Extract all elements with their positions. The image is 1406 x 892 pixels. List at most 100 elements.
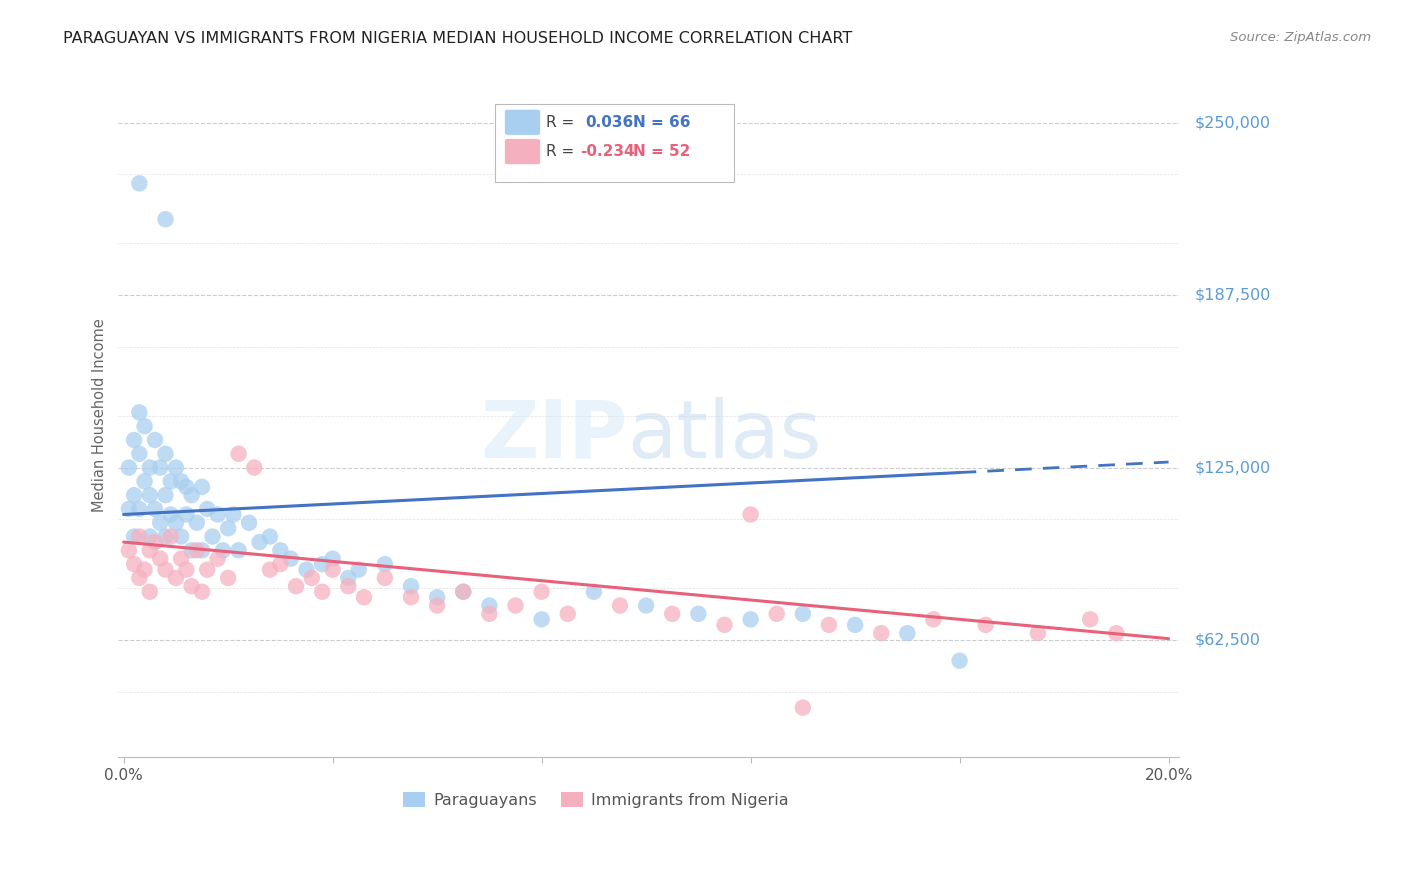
- Point: [238, 516, 260, 530]
- Point: [426, 599, 449, 613]
- Point: [249, 535, 271, 549]
- Point: [186, 516, 208, 530]
- Point: [530, 584, 553, 599]
- Point: [311, 584, 333, 599]
- Point: [322, 563, 344, 577]
- Point: [285, 579, 308, 593]
- Text: $187,500: $187,500: [1195, 287, 1271, 302]
- Point: [505, 599, 527, 613]
- Text: R =: R =: [546, 115, 579, 129]
- Point: [636, 599, 658, 613]
- Point: [139, 530, 162, 544]
- Point: [399, 579, 422, 593]
- Point: [713, 618, 735, 632]
- Point: [243, 460, 266, 475]
- Point: [128, 447, 150, 461]
- Point: [201, 530, 224, 544]
- Point: [122, 488, 145, 502]
- Point: [922, 612, 945, 626]
- Point: [207, 508, 229, 522]
- Point: [118, 543, 141, 558]
- Point: [143, 502, 166, 516]
- Point: [974, 618, 997, 632]
- Point: [134, 563, 156, 577]
- Text: 0.036: 0.036: [585, 115, 633, 129]
- Point: [149, 460, 172, 475]
- FancyBboxPatch shape: [505, 109, 540, 136]
- Point: [191, 480, 214, 494]
- Point: [170, 530, 193, 544]
- Text: atlas: atlas: [627, 397, 823, 475]
- Point: [149, 516, 172, 530]
- Text: $250,000: $250,000: [1195, 115, 1271, 130]
- Point: [191, 543, 214, 558]
- Point: [165, 460, 187, 475]
- FancyBboxPatch shape: [495, 103, 734, 183]
- FancyBboxPatch shape: [505, 138, 540, 165]
- Text: PARAGUAYAN VS IMMIGRANTS FROM NIGERIA MEDIAN HOUSEHOLD INCOME CORRELATION CHART: PARAGUAYAN VS IMMIGRANTS FROM NIGERIA ME…: [63, 31, 852, 46]
- Point: [688, 607, 710, 621]
- Point: [170, 475, 193, 489]
- Point: [896, 626, 918, 640]
- Point: [217, 521, 239, 535]
- Point: [128, 177, 150, 191]
- Point: [347, 563, 370, 577]
- Point: [134, 419, 156, 434]
- Point: [301, 571, 323, 585]
- Point: [337, 571, 360, 585]
- Point: [139, 543, 162, 558]
- Point: [451, 584, 474, 599]
- Point: [122, 433, 145, 447]
- Point: [165, 571, 187, 585]
- Point: [399, 591, 422, 605]
- Point: [149, 551, 172, 566]
- Point: [155, 530, 177, 544]
- Text: $62,500: $62,500: [1195, 632, 1261, 648]
- Point: [195, 563, 218, 577]
- Point: [128, 530, 150, 544]
- Point: [557, 607, 579, 621]
- Text: ZIP: ZIP: [481, 397, 627, 475]
- Point: [311, 557, 333, 571]
- Y-axis label: Median Household Income: Median Household Income: [93, 318, 107, 512]
- Point: [1078, 612, 1101, 626]
- Point: [818, 618, 841, 632]
- Point: [176, 508, 198, 522]
- Point: [128, 405, 150, 419]
- Point: [122, 530, 145, 544]
- Point: [143, 433, 166, 447]
- Point: [128, 502, 150, 516]
- Point: [155, 563, 177, 577]
- Point: [176, 563, 198, 577]
- Point: [180, 488, 202, 502]
- Point: [228, 543, 250, 558]
- Point: [451, 584, 474, 599]
- Text: Source: ZipAtlas.com: Source: ZipAtlas.com: [1230, 31, 1371, 45]
- Point: [259, 530, 281, 544]
- Point: [337, 579, 360, 593]
- Point: [295, 563, 318, 577]
- Point: [426, 591, 449, 605]
- Point: [353, 591, 375, 605]
- Point: [143, 535, 166, 549]
- Point: [374, 557, 396, 571]
- Point: [1026, 626, 1049, 640]
- Point: [948, 654, 970, 668]
- Text: N = 66: N = 66: [633, 115, 690, 129]
- Point: [228, 447, 250, 461]
- Point: [280, 551, 302, 566]
- Point: [128, 571, 150, 585]
- Point: [661, 607, 683, 621]
- Point: [159, 475, 181, 489]
- Point: [159, 530, 181, 544]
- Point: [155, 447, 177, 461]
- Point: [217, 571, 239, 585]
- Point: [792, 607, 814, 621]
- Point: [134, 475, 156, 489]
- Point: [170, 551, 193, 566]
- Point: [212, 543, 235, 558]
- Point: [139, 488, 162, 502]
- Legend: Paraguayans, Immigrants from Nigeria: Paraguayans, Immigrants from Nigeria: [396, 786, 794, 814]
- Point: [118, 502, 141, 516]
- Point: [765, 607, 787, 621]
